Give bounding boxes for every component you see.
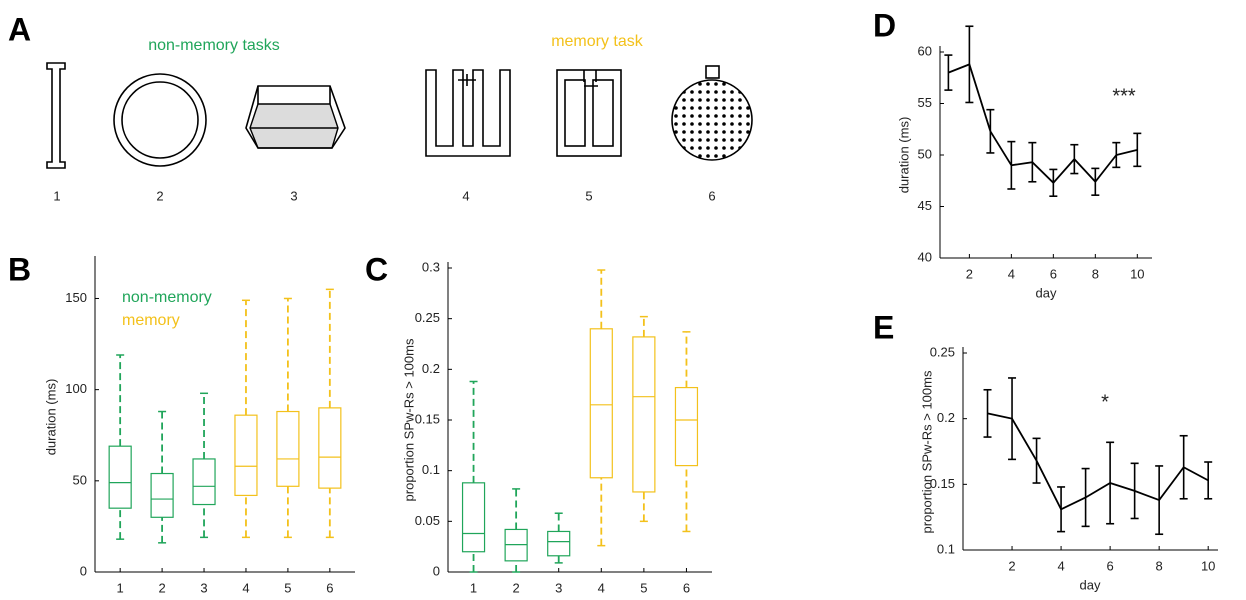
box	[109, 446, 131, 508]
x-tick-label: 4	[242, 580, 249, 595]
x-tick-label: 10	[1201, 558, 1215, 573]
task-number: 5	[585, 188, 592, 203]
task-number: 2	[156, 188, 163, 203]
box	[590, 329, 612, 478]
y-tick-label: 0.3	[422, 259, 440, 274]
x-tick-label: 6	[1050, 266, 1057, 281]
linear-track	[47, 63, 65, 168]
y-axis-label: proportion SPw-Rs > 100ms	[919, 370, 934, 533]
panel-label: E	[873, 309, 894, 345]
x-tick-label: 6	[1106, 558, 1113, 573]
x-tick-label: 1	[117, 580, 124, 595]
y-tick-label: 0	[80, 563, 87, 578]
box	[675, 388, 697, 466]
y-tick-label: 0.2	[937, 410, 955, 425]
y-tick-label: 100	[65, 381, 87, 396]
group-label: non-memory tasks	[148, 37, 280, 54]
x-axis-label: day	[1036, 285, 1057, 300]
x-tick-label: 3	[200, 580, 207, 595]
x-tick-label: 6	[326, 580, 333, 595]
y-tick-label: 0.2	[422, 361, 440, 376]
x-tick-label: 4	[598, 580, 605, 595]
panel-label: A	[8, 11, 31, 47]
x-tick-label: 4	[1057, 558, 1064, 573]
y-axis-label: proportion SPw-Rs > 100ms	[401, 338, 416, 501]
y-tick-label: 0.25	[415, 310, 440, 325]
x-tick-label: 2	[1008, 558, 1015, 573]
line	[948, 64, 1137, 182]
y-axis-label: duration (ms)	[896, 117, 911, 194]
x-tick-label: 6	[683, 580, 690, 595]
cheeseboard-maze	[672, 80, 752, 160]
box	[463, 483, 485, 552]
x-axis-label: day	[1080, 577, 1101, 592]
task-number: 1	[53, 188, 60, 203]
x-tick-label: 8	[1092, 266, 1099, 281]
panel-a: A non-memory tasks memory task 1 2 3 4 5…	[8, 11, 752, 203]
group-label: memory task	[551, 33, 644, 50]
x-tick-label: 1	[470, 580, 477, 595]
box	[319, 408, 341, 488]
y-tick-label: 0.15	[415, 411, 440, 426]
circular-track	[114, 74, 206, 166]
x-tick-label: 5	[640, 580, 647, 595]
x-tick-label: 5	[284, 580, 291, 595]
annotation: ***	[1112, 85, 1136, 107]
task-number: 6	[708, 188, 715, 203]
y-tick-label: 0.25	[930, 344, 955, 359]
y-tick-label: 0.05	[415, 513, 440, 528]
start-box	[706, 66, 719, 78]
figure-eight-gate	[584, 70, 598, 86]
y-tick-label: 150	[65, 290, 87, 305]
figure-eight-maze	[557, 70, 621, 156]
figure-eight-maze	[593, 80, 613, 146]
x-tick-label: 8	[1156, 558, 1163, 573]
w-maze	[426, 70, 510, 156]
y-tick-label: 0.1	[422, 462, 440, 477]
y-tick-label: 55	[918, 95, 932, 110]
open-field	[250, 104, 338, 148]
box	[151, 474, 173, 518]
y-tick-label: 50	[918, 146, 932, 161]
y-tick-label: 40	[918, 249, 932, 264]
y-axis-label: duration (ms)	[43, 379, 58, 456]
x-tick-label: 2	[513, 580, 520, 595]
x-tick-label: 2	[966, 266, 973, 281]
figure: A non-memory tasks memory task 1 2 3 4 5…	[0, 0, 1246, 600]
box	[193, 459, 215, 505]
box	[277, 412, 299, 487]
x-tick-label: 2	[158, 580, 165, 595]
y-tick-label: 0	[433, 563, 440, 578]
panel-label: D	[873, 7, 896, 43]
panel-label: C	[365, 251, 388, 287]
annotation: *	[1101, 391, 1109, 413]
x-tick-label: 10	[1130, 266, 1144, 281]
box	[548, 531, 570, 555]
figure-eight-maze	[565, 80, 585, 146]
y-tick-label: 60	[918, 43, 932, 58]
y-tick-label: 45	[918, 198, 932, 213]
legend-entry: memory	[122, 312, 180, 329]
circular-track	[122, 82, 198, 158]
task-number: 3	[290, 188, 297, 203]
y-tick-label: 0.1	[937, 541, 955, 556]
y-tick-label: 50	[73, 472, 87, 487]
task-number: 4	[462, 188, 469, 203]
panel-label: B	[8, 251, 31, 287]
line	[988, 413, 1209, 509]
box	[235, 415, 257, 495]
legend-entry: non-memory	[122, 289, 212, 306]
box	[633, 337, 655, 492]
x-tick-label: 3	[555, 580, 562, 595]
x-tick-label: 4	[1008, 266, 1015, 281]
